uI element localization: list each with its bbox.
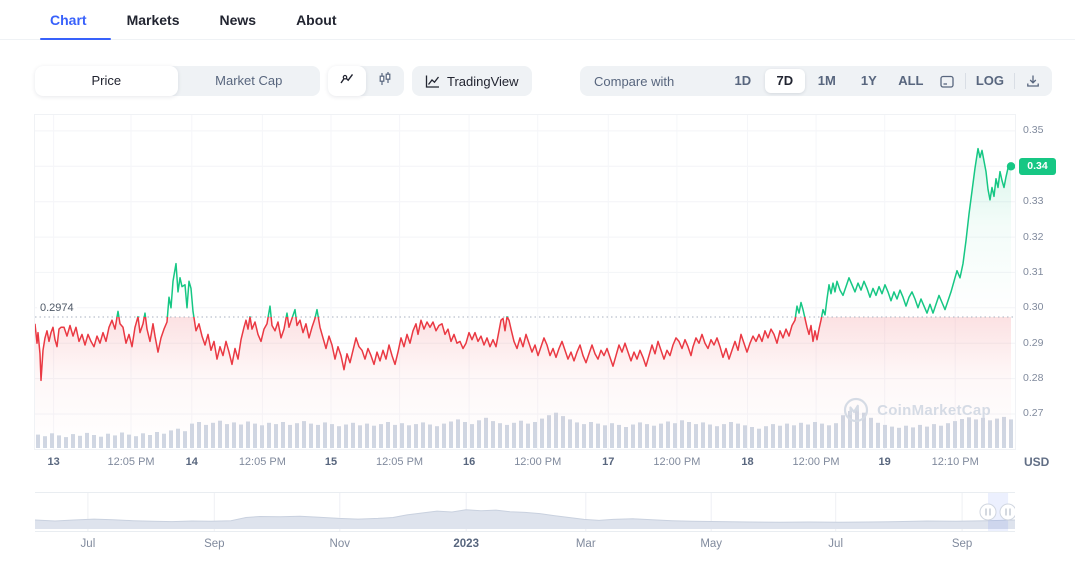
y-axis-tick-label: 0.31 <box>1023 265 1044 278</box>
navigator-handle-right[interactable] <box>999 503 1017 521</box>
x-axis-tick-label: 19 <box>878 456 891 468</box>
y-axis-tick-label: 0.30 <box>1023 301 1044 314</box>
calendar-icon <box>940 75 954 88</box>
tradingview-label: TradingView <box>447 73 519 89</box>
navigator-month-label: Sep <box>204 538 225 550</box>
x-axis-tick-label: 18 <box>741 456 754 468</box>
navigator-canvas[interactable] <box>34 493 1017 531</box>
tradingview-button[interactable]: TradingView <box>412 66 532 96</box>
range-1y-button[interactable]: 1Y <box>860 73 877 88</box>
range-all-button[interactable]: ALL <box>898 73 924 88</box>
navigator-selected-range[interactable] <box>988 493 1009 531</box>
range-1m-button[interactable]: 1M <box>817 73 836 88</box>
navigator-month-label: Mar <box>575 538 596 550</box>
x-axis-tick-label: 13 <box>47 456 60 468</box>
tab-about[interactable]: About <box>296 11 337 28</box>
x-axis-tick-label: 12:10 PM <box>931 456 979 468</box>
navigator-month-label: May <box>700 538 723 550</box>
navigator-month-label: 2023 <box>453 538 479 550</box>
x-axis-tick-label: 16 <box>463 456 476 468</box>
navigator-month-label: Sep <box>951 538 973 550</box>
toolbar-divider <box>1014 73 1015 89</box>
y-axis-tick-label: 0.27 <box>1023 407 1044 420</box>
range-7d-button[interactable]: 7D <box>764 69 805 93</box>
price-line-down <box>35 317 823 382</box>
y-axis-tick-label: 0.33 <box>1023 195 1044 208</box>
navigator-month-label: Jul <box>80 538 96 550</box>
log-scale-button[interactable]: LOG <box>975 73 1004 88</box>
y-axis-tick-label: 0.29 <box>1023 336 1044 349</box>
line-chart-icon <box>339 71 355 92</box>
navigator-area-outline <box>34 509 1016 523</box>
navigator-month-label: Nov <box>329 538 350 550</box>
x-axis-tick-label: 12:00 PM <box>792 456 840 468</box>
chart-type-toggle <box>328 66 404 96</box>
x-axis-tick-label: 14 <box>185 456 198 468</box>
download-icon <box>1026 74 1040 88</box>
x-axis-tick-label: 12:00 PM <box>653 456 701 468</box>
axis-unit-label: USD <box>1024 455 1050 469</box>
range-1d-button[interactable]: 1D <box>734 73 752 88</box>
x-axis-tick-label: 12:05 PM <box>376 456 424 468</box>
x-axis-tick-label: 12:05 PM <box>238 456 286 468</box>
compare-with-label: Compare with <box>594 73 675 89</box>
navigator-area <box>35 509 1015 529</box>
tab-chart[interactable]: Chart <box>40 0 110 40</box>
x-axis-tick-label: 12:05 PM <box>107 456 155 468</box>
range-selector: 1D 7D 1M 1Y ALL LOG <box>717 66 1052 96</box>
navigator-month-label: Jul <box>828 538 844 550</box>
watermark-text: CoinMarketCap <box>877 401 991 419</box>
tab-bar: Chart Markets News About <box>0 0 1075 40</box>
candlestick-icon <box>377 71 393 92</box>
watermark: CoinMarketCap <box>843 397 991 423</box>
previous-close-label: 0.2974 <box>37 302 77 315</box>
price-chart[interactable]: 0.2974 0.34 CoinMarketCap 0.350.340.330.… <box>34 114 1056 450</box>
x-axis-tick-label: 15 <box>324 456 338 468</box>
price-area-down <box>35 317 1011 449</box>
line-chart-type-button[interactable] <box>328 66 366 96</box>
tab-news[interactable]: News <box>219 11 257 28</box>
coinmarketcap-logo-icon <box>843 397 869 423</box>
toolbar-divider <box>964 73 966 89</box>
download-button[interactable] <box>1019 69 1047 93</box>
y-axis-tick-label: 0.35 <box>1023 124 1044 137</box>
metric-option-market-cap[interactable]: Market Cap <box>215 73 283 88</box>
metric-option-price[interactable]: Price <box>35 66 178 96</box>
tab-markets[interactable]: Markets <box>126 11 180 28</box>
price-chart-canvas[interactable] <box>35 115 1015 449</box>
range-navigator[interactable] <box>34 492 1017 532</box>
x-axis-tick-label: 17 <box>602 456 615 468</box>
date-range-button[interactable] <box>933 69 961 93</box>
y-axis-tick-label: 0.32 <box>1023 230 1044 243</box>
y-axis-tick-label: 0.28 <box>1023 372 1044 385</box>
candlestick-chart-type-button[interactable] <box>366 66 404 96</box>
last-price-marker <box>1006 162 1015 171</box>
x-axis-tick-label: 12:00 PM <box>514 456 562 468</box>
price-line-up <box>116 147 1012 318</box>
tradingview-icon <box>425 75 440 88</box>
metric-toggle: Price Market Cap <box>35 66 320 96</box>
navigator-handle-left[interactable] <box>979 503 997 521</box>
last-price-badge: 0.34 <box>1019 157 1056 175</box>
